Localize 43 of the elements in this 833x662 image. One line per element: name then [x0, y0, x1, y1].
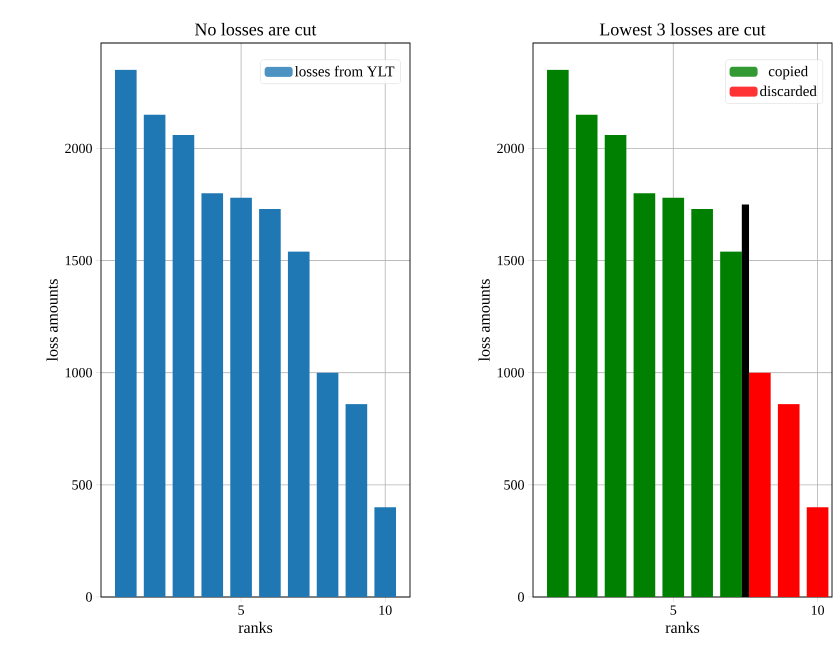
bar [316, 372, 338, 597]
x-tick-label: 10 [812, 606, 824, 615]
bar [547, 70, 569, 597]
bar [201, 193, 224, 597]
bar [749, 372, 771, 597]
legend-label: copied [768, 66, 808, 80]
bar [662, 198, 684, 597]
y-tick-label: 0 [86, 592, 92, 602]
bar [346, 404, 368, 597]
bar [806, 507, 828, 597]
bar [604, 134, 626, 597]
bar [576, 114, 598, 597]
chart-title: No losses are cut [195, 22, 316, 36]
y-tick-label: 2000 [65, 144, 92, 154]
y-tick-label: 1500 [498, 256, 524, 266]
y-tick-label: 1000 [66, 368, 92, 378]
legend-label: losses from YLT [294, 66, 394, 76]
y-tick-label: 500 [72, 480, 92, 490]
y-axis-title: loss amounts [478, 279, 490, 362]
bar [172, 134, 194, 597]
bar [259, 208, 281, 597]
y-tick-label: 1500 [66, 256, 92, 266]
x-tick-label: 10 [379, 606, 392, 615]
bar [778, 404, 800, 597]
y-tick-label: 500 [504, 480, 524, 490]
bar [114, 70, 137, 597]
y-tick-label: 1000 [498, 368, 524, 378]
bar [691, 208, 713, 597]
bar [634, 193, 656, 597]
bar [720, 252, 742, 597]
y-axis-title: loss amounts [46, 279, 58, 362]
x-tick-label: 5 [670, 606, 676, 615]
bar [288, 252, 310, 597]
bar [374, 507, 396, 597]
x-axis-title: ranks [238, 622, 272, 633]
bar [230, 198, 252, 597]
chart-title: Lowest 3 losses are cut [600, 22, 766, 36]
legend-label: discarded [760, 86, 817, 96]
x-tick-label: 5 [238, 606, 244, 615]
y-tick-label: 2000 [497, 144, 524, 154]
bar [144, 114, 166, 597]
x-axis-title: ranks [666, 622, 700, 633]
y-tick-label: 0 [518, 592, 524, 602]
